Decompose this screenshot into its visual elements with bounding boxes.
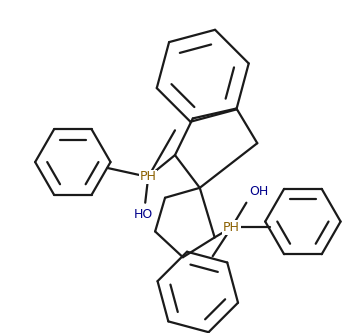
Text: HO: HO <box>134 208 153 221</box>
Text: OH: OH <box>249 185 269 198</box>
Text: PH: PH <box>223 221 240 234</box>
Text: PH: PH <box>140 170 157 183</box>
